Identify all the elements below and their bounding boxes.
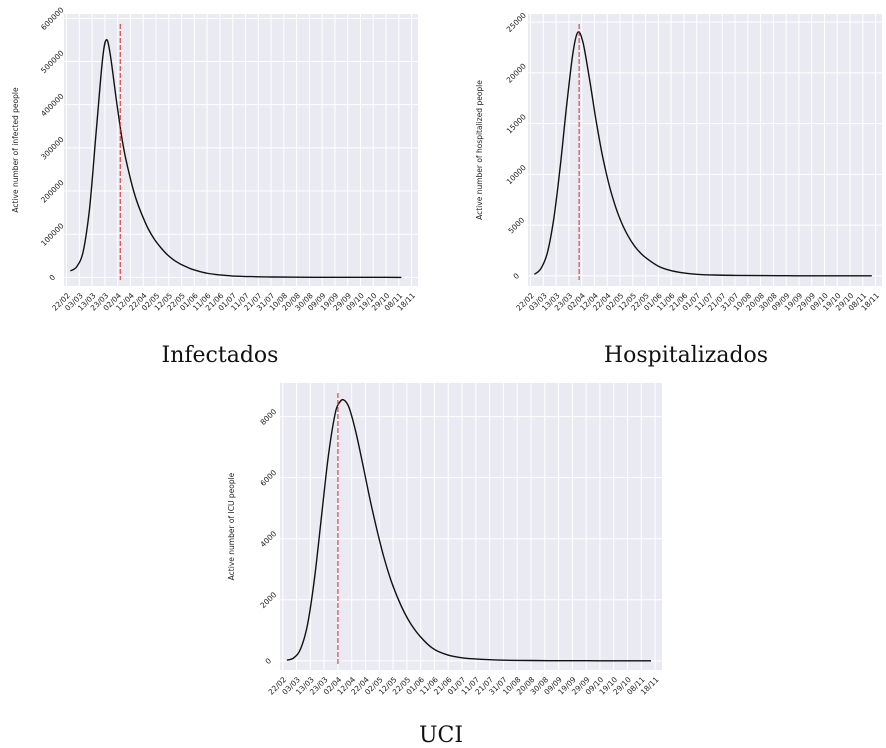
chart-panel-infectados: 22/0203/0313/0323/0302/0412/0422/0402/05… [11,5,418,368]
y-tick-label: 8000 [258,407,278,427]
series-line [286,398,651,662]
chart-panel-hospitalizados: 22/0203/0313/0323/0302/0412/0422/0402/05… [475,11,882,368]
plot-area [64,14,418,286]
y-tick-label: 600000 [39,5,66,32]
y-tick-label: 10000 [505,163,528,186]
y-tick-label: 100000 [39,221,66,248]
y-tick-label: 400000 [39,92,66,119]
plot-area [528,14,882,286]
y-tick-label: 20000 [505,61,528,84]
chart-panel-uci: 22/0203/0313/0323/0302/0412/0422/0402/05… [227,383,662,748]
y-tick-label: 0 [511,271,521,281]
y-tick-label: 4000 [258,529,278,549]
chart-caption: Hospitalizados [604,343,768,368]
y-tick-label: 0 [263,656,273,666]
y-tick-label: 6000 [258,468,278,488]
y-axis-label: Active number of hospitalized people [475,80,484,220]
y-tick-label: 15000 [505,112,528,135]
y-tick-label: 25000 [505,11,528,34]
y-tick-label: 2000 [258,590,278,610]
y-axis-label: Active number of ICU people [227,472,236,580]
chart-caption: UCI [419,723,463,748]
chart-caption: Infectados [162,343,279,368]
y-tick-label: 0 [47,273,57,283]
series-line [70,38,402,279]
y-axis-label: Active number of infected people [11,87,20,213]
plot-area [280,383,662,670]
y-tick-label: 300000 [39,135,66,162]
series-line [533,31,872,277]
y-tick-label: 200000 [39,178,66,205]
y-tick-label: 5000 [506,215,526,235]
y-tick-label: 500000 [39,48,66,75]
